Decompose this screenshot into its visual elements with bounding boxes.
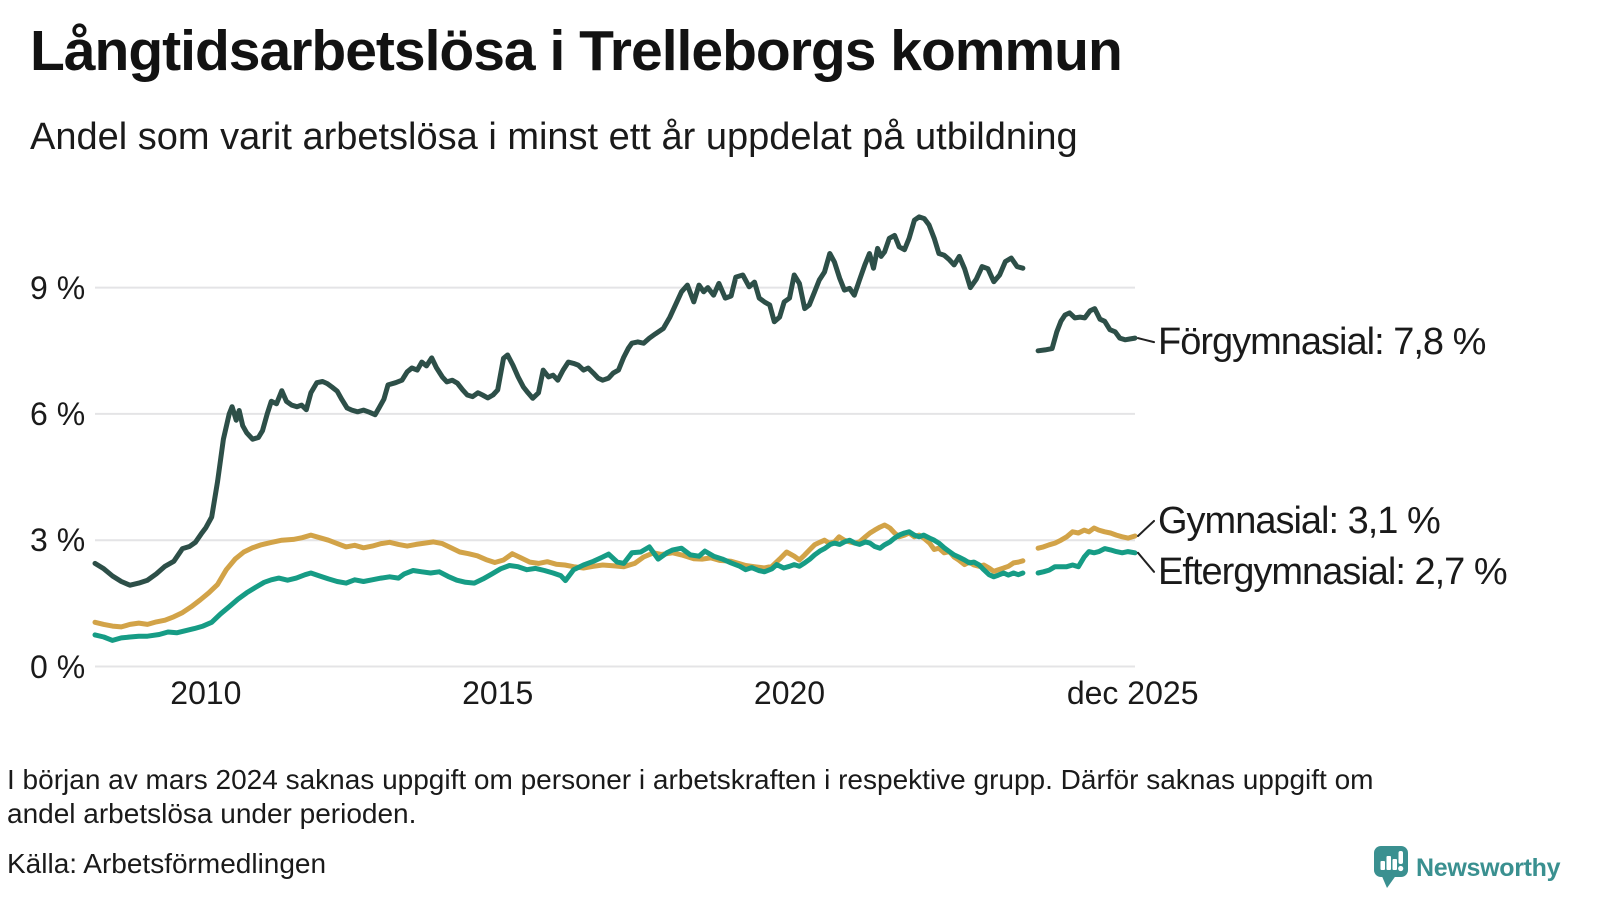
chart-title: Långtidsarbetslösa i Trelleborgs kommun [30, 19, 1123, 83]
newsworthy-logo-icon [1374, 846, 1408, 888]
series-line-forgymnasial [92, 214, 1026, 588]
series-line-gymnasial [92, 522, 1026, 630]
series-label-gymnasial: Gymnasial: 3,1 % [1158, 499, 1441, 542]
x-tick-label: 2010 [170, 675, 242, 711]
y-tick-label: 0 % [30, 648, 86, 685]
series-line-forgymnasial [1035, 306, 1138, 354]
footnote: I början av mars 2024 saknas uppgift om … [7, 763, 1373, 831]
series-line-gymnasial [1035, 525, 1138, 551]
series-label-eftergymnasial: Eftergymnasial: 2,7 % [1158, 550, 1508, 593]
y-tick-label: 3 % [30, 522, 86, 559]
series-line-eftergymnasial [1035, 546, 1138, 576]
y-tick-label: 6 % [30, 395, 86, 432]
footnote-line-1: I början av mars 2024 saknas uppgift om … [7, 764, 1374, 795]
source-label: Källa: Arbetsförmedlingen [7, 848, 327, 879]
branding-name: Newsworthy [1416, 854, 1561, 882]
footnote-line-2: andel arbetslösa under perioden. [7, 798, 417, 829]
series-label-forgymnasial: Förgymnasial: 7,8 % [1158, 321, 1486, 364]
series-line-eftergymnasial [92, 529, 1026, 643]
label-connector-forgymnasial [1137, 337, 1155, 344]
x-tick-label: 2015 [462, 675, 534, 711]
branding: Newsworthy [1340, 840, 1600, 900]
label-connector-eftergymnasial [1137, 551, 1155, 573]
chart-subtitle: Andel som varit arbetslösa i minst ett å… [30, 116, 1078, 158]
x-tick-label: 2020 [753, 675, 826, 711]
label-connector-gymnasial [1137, 519, 1155, 537]
x-tick-label: dec 2025 [1066, 675, 1199, 711]
y-tick-label: 9 % [30, 269, 86, 306]
